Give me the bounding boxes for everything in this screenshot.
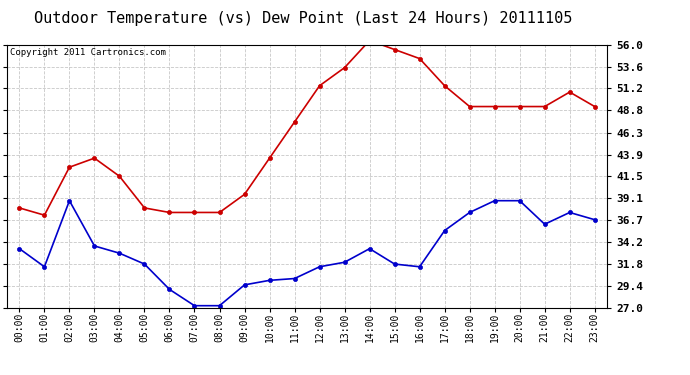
Text: Copyright 2011 Cartronics.com: Copyright 2011 Cartronics.com	[10, 48, 166, 57]
Text: Outdoor Temperature (vs) Dew Point (Last 24 Hours) 20111105: Outdoor Temperature (vs) Dew Point (Last…	[34, 11, 573, 26]
